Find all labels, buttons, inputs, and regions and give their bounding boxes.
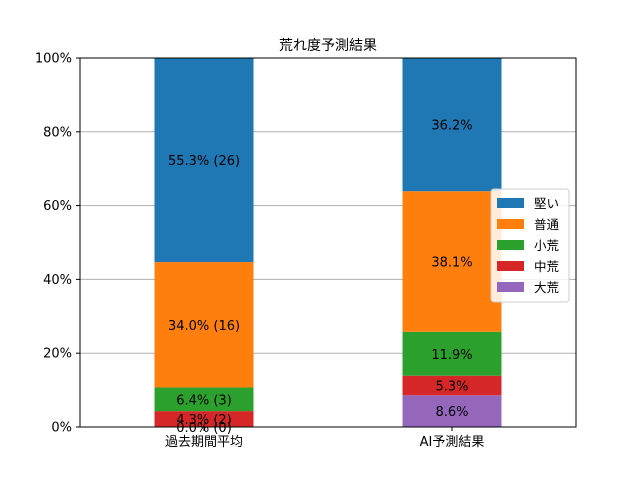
bar-segment: [402, 57, 502, 192]
data-label: 38.1%: [431, 256, 472, 271]
x-axis: 過去期間平均 AI予測結果: [165, 427, 484, 450]
legend-label: 中荒: [534, 259, 559, 274]
data-label: 4.3% (2): [176, 413, 232, 428]
bar-segment: [154, 411, 254, 427]
legend-label: 普通: [534, 217, 560, 232]
y-tick-label: 40%: [43, 273, 72, 288]
data-label: 6.4% (3): [176, 393, 232, 408]
y-tick-label: 80%: [43, 125, 72, 140]
bar-segment: [402, 331, 502, 376]
y-tick-label: 60%: [43, 199, 72, 214]
data-label: 11.9%: [431, 348, 472, 363]
legend-label: 堅い: [534, 196, 559, 211]
legend-swatch: [497, 219, 524, 229]
y-tick-label: 20%: [43, 347, 72, 362]
legend-label: 大荒: [534, 280, 559, 295]
data-label: 36.2%: [431, 118, 472, 133]
bar-segment: [154, 387, 254, 412]
legend-swatch: [497, 261, 524, 271]
bar-segment: [154, 262, 254, 388]
data-label: 34.0% (16): [168, 319, 240, 334]
chart-title: 荒れ度予測結果: [279, 38, 377, 54]
legend-label: 小荒: [534, 238, 559, 253]
data-label: 5.3%: [435, 379, 468, 394]
legend-swatch: [497, 240, 524, 250]
legend-swatch: [497, 282, 524, 292]
data-label: 55.3% (26): [168, 154, 240, 169]
y-tick-label: 100%: [35, 52, 72, 67]
legend-box: [490, 188, 570, 303]
bars: [154, 57, 502, 427]
bar-segment: [402, 191, 502, 332]
plot-frame: [79, 57, 577, 428]
y-axis: 0% 20% 40% 60% 80% 100%: [35, 52, 80, 436]
bar-segment: [402, 395, 502, 427]
legend-swatch: [497, 198, 524, 208]
x-tick-label: AI予測結果: [420, 435, 485, 450]
data-label: 8.6%: [435, 405, 468, 420]
bar-segment: [402, 375, 502, 396]
bar-segment: [154, 58, 254, 263]
data-labels: 0.0% (0)4.3% (2)6.4% (3)34.0% (16)55.3% …: [168, 118, 473, 436]
y-tick-label: 0%: [51, 421, 72, 436]
x-tick-label: 過去期間平均: [165, 435, 243, 450]
